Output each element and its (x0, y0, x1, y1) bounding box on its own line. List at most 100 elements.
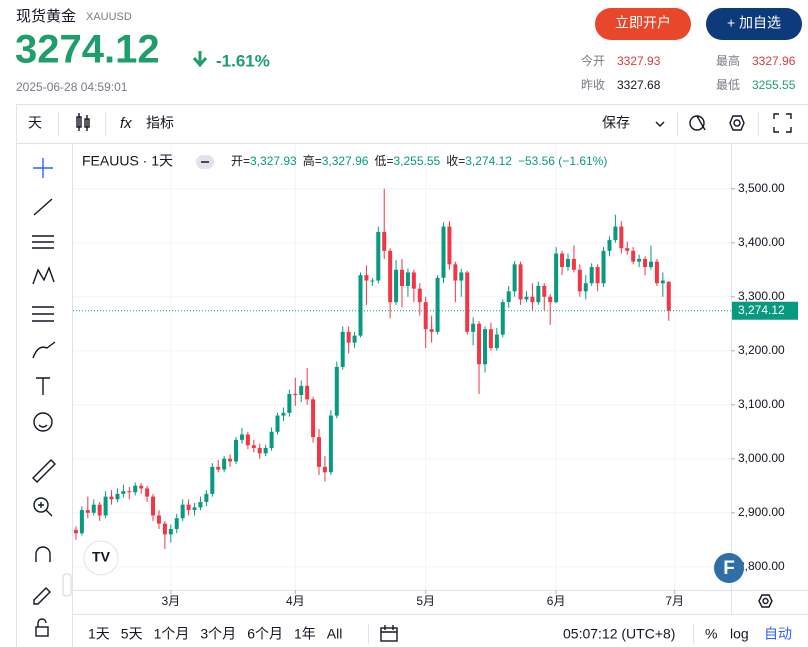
candle-body (186, 504, 191, 511)
last-price-badge (732, 301, 798, 320)
candle-body (311, 399, 316, 438)
drawing-tools (32, 158, 56, 637)
candle-body (447, 226, 452, 265)
axis-settings-button[interactable] (758, 594, 773, 608)
candle-body (352, 335, 357, 343)
candle-body (429, 329, 434, 332)
chart-type-button[interactable] (76, 113, 90, 131)
legend-key: 高= (303, 153, 322, 168)
candle-body (382, 231, 387, 251)
timeframe-button[interactable]: 6个月 (247, 626, 283, 642)
watchlist-button[interactable]: + 加自选 (706, 8, 802, 40)
price: 3274.12 (15, 28, 160, 72)
candle-body (364, 275, 369, 281)
candle-body (482, 329, 487, 365)
timeframe-button[interactable]: All (327, 626, 343, 642)
auto-toggle[interactable]: 自动 (764, 626, 792, 642)
candle-body (109, 496, 114, 500)
candle-body (317, 437, 322, 467)
x-tick-label: 5月 (416, 594, 435, 608)
date-range-button[interactable] (380, 625, 398, 642)
pattern-tool[interactable] (32, 266, 55, 285)
candle-body (269, 431, 274, 448)
candle-body (518, 264, 523, 300)
candle-body (73, 530, 78, 534)
candle-body (370, 280, 375, 282)
lock-tool[interactable] (35, 618, 49, 637)
collapse-handle[interactable] (62, 573, 72, 597)
candle-body (565, 258, 570, 268)
timeframe-button[interactable]: 3个月 (200, 626, 236, 642)
trend-line-tool[interactable] (33, 198, 53, 216)
candle-body (376, 231, 381, 281)
prediction-tool[interactable] (32, 306, 54, 322)
ruler-tool[interactable] (32, 459, 56, 483)
fx-icon: fx (120, 115, 132, 132)
candle-body (228, 458, 233, 462)
save-chevron[interactable] (655, 121, 665, 127)
text-tool[interactable] (36, 377, 50, 395)
candle-body (139, 485, 144, 489)
stat-label: 今开 (581, 53, 605, 68)
emoji-tool[interactable] (33, 412, 53, 432)
candle-body (577, 269, 582, 292)
candle-body (216, 466, 221, 470)
timeframe-button[interactable]: 1年 (294, 626, 316, 642)
timeframe-button[interactable]: 5天 (121, 626, 143, 642)
save-button[interactable]: 保存 (602, 115, 630, 131)
button-label: + 加自选 (727, 15, 781, 31)
candle-body (127, 491, 132, 493)
candle-body (257, 447, 262, 454)
indicators-button[interactable]: 指标 (146, 115, 174, 131)
candle-body (358, 275, 363, 336)
replay-button[interactable] (689, 115, 706, 131)
candle-body (506, 291, 511, 303)
y-tick-label: 3,400.00 (738, 235, 785, 249)
candle-body (293, 393, 298, 396)
stat-label: 昨收 (581, 78, 605, 92)
stat-value: 3327.96 (752, 54, 796, 68)
open-account-button[interactable]: 立即开户 (595, 8, 691, 40)
candle-body (275, 415, 280, 432)
candle-body (607, 240, 612, 251)
candle-body (85, 510, 90, 513)
log-toggle[interactable]: log (730, 626, 749, 642)
candle-body (400, 269, 404, 286)
candle-body (530, 296, 535, 303)
settings-button[interactable] (729, 115, 745, 131)
timeframe-button[interactable]: 1天 (88, 626, 110, 642)
x-tick-label: 6月 (547, 594, 566, 608)
legend-key: 收= (446, 154, 465, 168)
chart-title: FEAUUS · 1天 (82, 153, 173, 169)
x-tick-label: 3月 (161, 594, 180, 608)
timeframe-button[interactable]: 1个月 (154, 626, 190, 642)
candle-body (417, 288, 422, 303)
fib-tool[interactable] (32, 235, 54, 249)
f-badge[interactable]: F (714, 553, 744, 583)
button-label: 立即开户 (615, 15, 671, 31)
candle-body (145, 488, 150, 497)
candle-body (263, 447, 268, 454)
zoom-tool[interactable] (33, 497, 53, 517)
x-tick-label: 4月 (286, 594, 305, 608)
fullscreen-button[interactable] (773, 113, 792, 133)
candle-body (583, 283, 588, 292)
candle-body (405, 272, 410, 286)
candle-body (162, 523, 167, 535)
candle-body (305, 385, 310, 400)
magnet-tool[interactable] (35, 546, 51, 562)
candle-body (299, 385, 304, 396)
percent-toggle[interactable]: % (705, 626, 717, 642)
lock-drawing-tool[interactable] (33, 587, 51, 605)
interval-button[interactable]: 天 (28, 115, 42, 131)
tradingview-logo: TV (83, 540, 119, 576)
brush-tool[interactable] (32, 341, 56, 359)
candle-body (560, 253, 565, 268)
candle-body (589, 267, 594, 284)
crosshair-tool[interactable] (33, 158, 53, 178)
candle-body (625, 248, 630, 251)
candle-body (648, 261, 653, 268)
candle-body (441, 226, 446, 278)
candle-body (91, 504, 96, 513)
candle-body (666, 281, 671, 311)
